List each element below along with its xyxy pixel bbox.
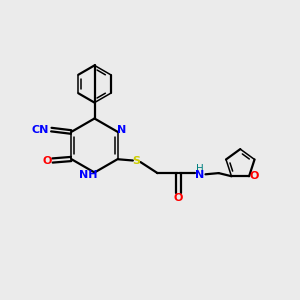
Text: H: H [196, 164, 204, 175]
Text: NH: NH [79, 170, 97, 181]
Text: S: S [133, 155, 140, 166]
Text: O: O [250, 171, 259, 181]
Text: O: O [42, 155, 52, 166]
Text: O: O [174, 193, 183, 203]
Text: N: N [118, 125, 127, 135]
Text: N: N [196, 170, 205, 181]
Text: CN: CN [32, 124, 49, 135]
